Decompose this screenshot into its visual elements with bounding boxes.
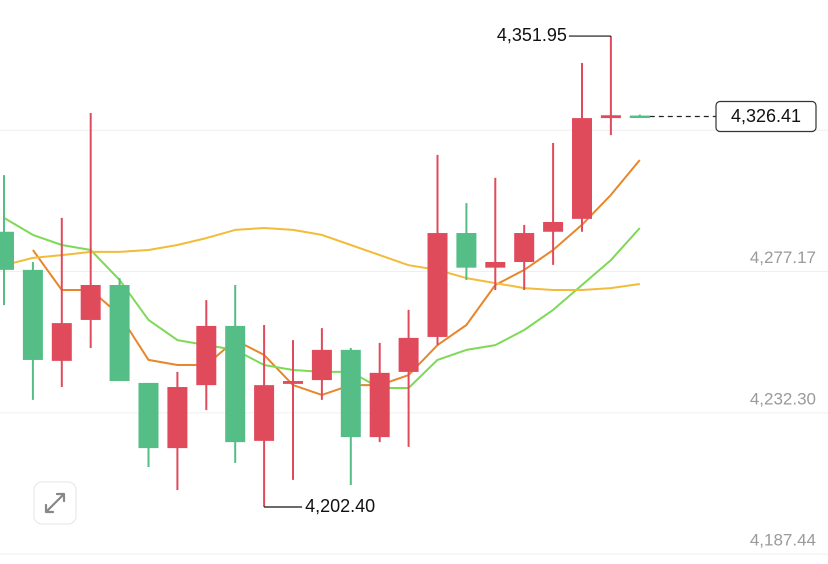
candle-body	[225, 325, 246, 443]
y-tick-label: 4,277.17	[750, 248, 816, 267]
candles	[0, 36, 650, 508]
candle-body	[254, 385, 275, 441]
candle-body	[51, 323, 72, 361]
expand-button[interactable]	[33, 481, 77, 525]
candle-body	[629, 115, 650, 119]
y-tick-label: 4,232.30	[750, 389, 816, 408]
candle-body	[109, 284, 130, 382]
y-tick-label: 4,187.44	[750, 531, 816, 550]
candle-body	[340, 349, 361, 438]
candle-body	[22, 269, 43, 360]
candle-body	[369, 372, 390, 438]
candle-body	[0, 231, 14, 270]
expand-icon[interactable]	[44, 492, 66, 514]
candle-body	[311, 349, 332, 381]
last-price-label: 4,326.41	[731, 106, 801, 126]
ma-line	[32, 159, 641, 396]
candle-body	[543, 222, 564, 232]
grid	[0, 129, 828, 555]
candle-body	[485, 262, 506, 268]
candle-body	[427, 233, 448, 337]
candle-body	[196, 325, 217, 386]
annotation-label: 4,202.40	[305, 496, 375, 516]
candle-body	[80, 284, 101, 320]
axis-labels: 4,187.444,232.304,277.174,322.04	[750, 107, 816, 550]
ma-line	[3, 227, 640, 291]
candle-body	[600, 115, 621, 119]
candle-body	[283, 381, 303, 384]
last-price-box	[715, 100, 817, 133]
annotations: 4,351.95 4,202.40 4,326.41	[264, 25, 817, 516]
candle-body	[514, 233, 535, 263]
candle-body	[167, 387, 188, 449]
candle-body	[138, 382, 159, 449]
candle-body	[456, 233, 477, 268]
candle-body	[398, 337, 419, 372]
candle-body	[572, 118, 592, 219]
annotation-label: 4,351.95	[497, 25, 567, 45]
